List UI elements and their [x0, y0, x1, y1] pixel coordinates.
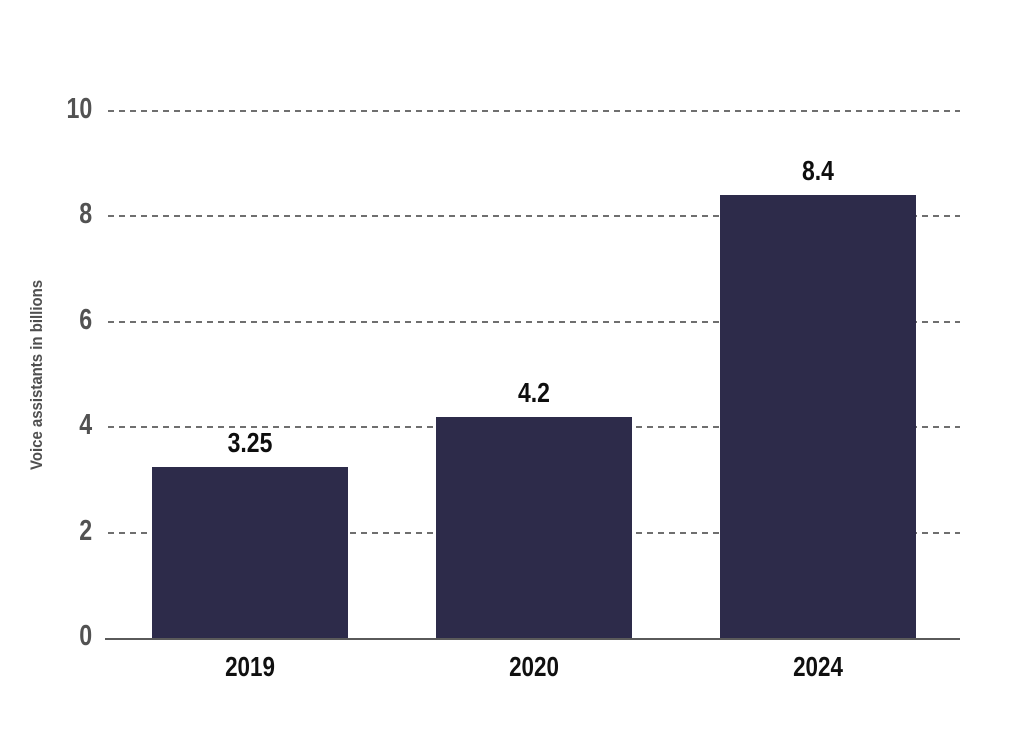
bar-2024 [720, 195, 916, 638]
value-text: 4.2 [518, 376, 550, 408]
x-tick-label-2020: 2020 [503, 651, 565, 683]
value-text: 3.25 [227, 426, 273, 458]
x-axis-line [105, 638, 960, 640]
bar-2020 [436, 416, 632, 638]
x-tick-label-2024: 2024 [787, 651, 849, 683]
y-tick-label-6: 6 [76, 304, 92, 337]
y-axis-title: Voice assistants in billions [27, 175, 47, 575]
y-tick-label-2: 2 [76, 515, 92, 548]
gridline-8 [108, 215, 960, 218]
y-axis-title-text: Voice assistants in billions [27, 279, 46, 471]
x-tick-text: 2024 [793, 651, 843, 682]
gridline-10 [108, 110, 960, 112]
y-tick-text: 6 [79, 303, 92, 336]
y-tick-text: 8 [79, 198, 92, 231]
y-tick-label-0: 0 [76, 620, 92, 653]
y-tick-label-8: 8 [76, 199, 92, 232]
x-tick-text: 2020 [509, 651, 559, 682]
y-tick-label-10: 10 [60, 93, 92, 126]
y-tick-text: 2 [79, 514, 92, 547]
gridline-6 [108, 320, 960, 323]
value-label-2024: 8.4 [799, 155, 838, 187]
x-tick-label-2019: 2019 [219, 651, 281, 683]
value-text: 8.4 [802, 155, 834, 187]
bar-2019 [152, 466, 348, 638]
y-tick-text: 4 [79, 409, 92, 442]
plot-area: 0 2 4 6 8 10 3.25 2019 4.2 2020 8.4 2024 [66, 93, 960, 682]
value-label-2020: 4.2 [515, 377, 554, 409]
y-tick-text: 10 [66, 93, 92, 126]
y-tick-label-4: 4 [76, 409, 92, 442]
x-tick-text: 2019 [225, 651, 275, 682]
y-tick-text: 0 [79, 620, 92, 653]
value-label-2019: 3.25 [223, 427, 278, 459]
